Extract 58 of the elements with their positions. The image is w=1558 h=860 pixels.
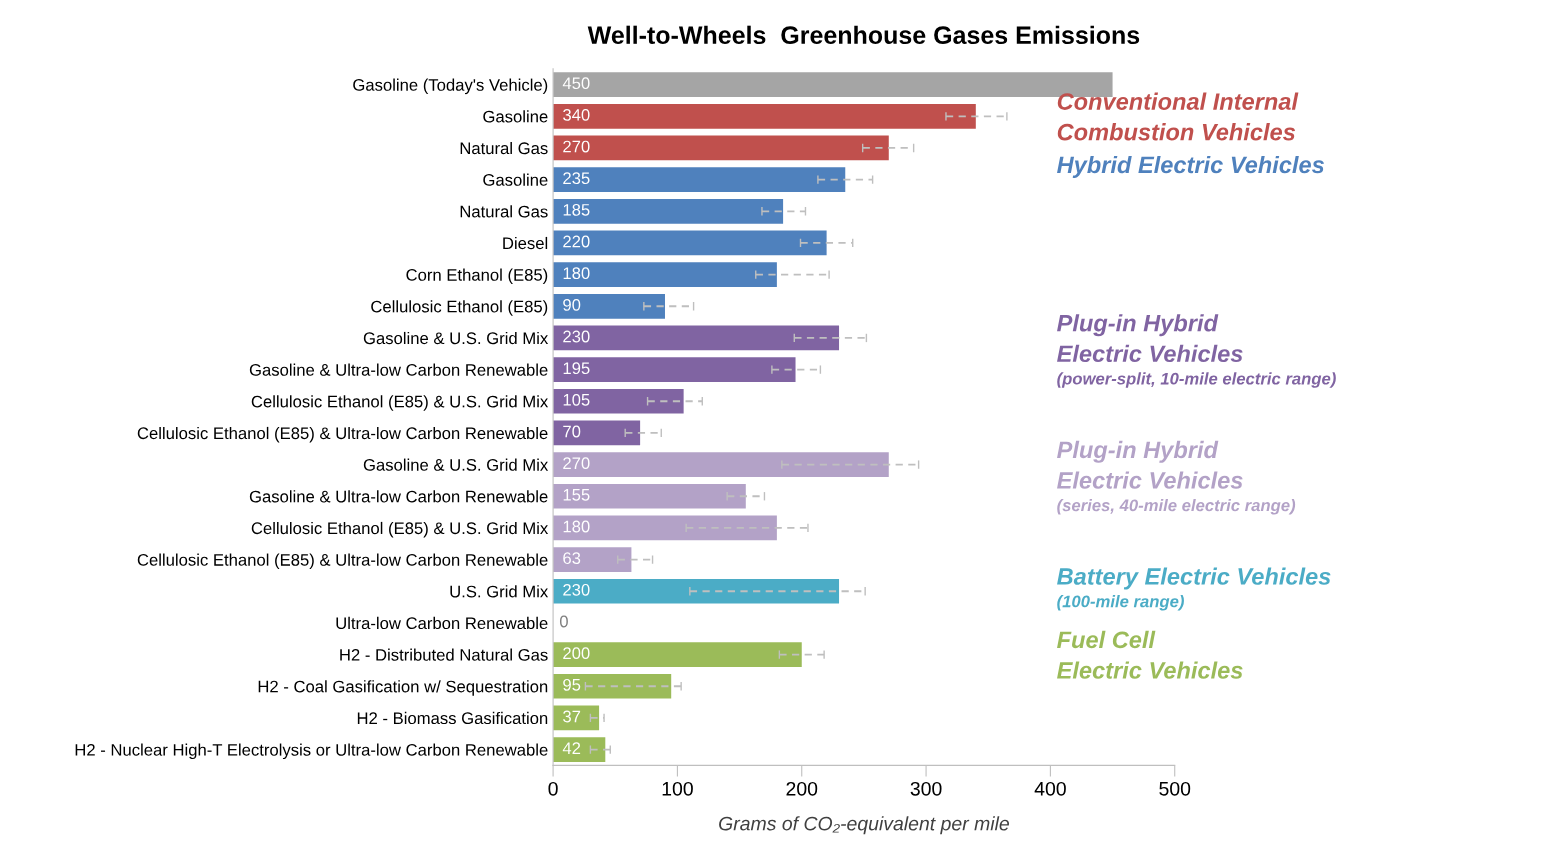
y-tick-label: Gasoline	[483, 110, 548, 123]
data-label: 195	[563, 362, 590, 375]
data-label: 90	[563, 298, 581, 311]
data-label: 70	[563, 425, 581, 438]
x-tick-label: 300	[910, 781, 942, 796]
data-label: 340	[563, 108, 590, 121]
text: Fuel Cell Electric Vehicles	[1057, 630, 1243, 679]
y-tick-label: Ultra-low Carbon Renewable	[336, 616, 548, 630]
data-label: 180	[563, 267, 590, 280]
x-axis-title: Grams of CO₂-equivalent per mile	[719, 816, 1010, 835]
data-label: 180	[563, 520, 590, 533]
data-label: 230	[563, 330, 590, 343]
data-label: 63	[563, 552, 581, 565]
y-tick-label: Cellulosic Ethanol (E85) & U.S. Grid Mix	[251, 521, 549, 538]
y-tick-label: Cellulosic Ethanol (E85)	[371, 300, 548, 316]
x-tick-label: 0	[548, 781, 558, 796]
text: Conventional Internal Combustion Vehicles	[1057, 92, 1299, 141]
data-label: 200	[563, 647, 590, 660]
y-tick-label: H2 - Biomass Gasification	[357, 711, 548, 725]
data-label: 235	[563, 172, 590, 185]
data-label: 37	[563, 710, 581, 723]
y-tick-label: Corn Ethanol (E85)	[406, 268, 548, 285]
data-label: 450	[562, 77, 590, 90]
data-label: 155	[563, 489, 590, 501]
text: Hybrid Electric Vehicles	[1057, 155, 1324, 178]
text: Plug-in Hybrid Electric Vehicles (series, 40-mile electric range)	[1057, 440, 1296, 515]
y-tick-label: Gasoline & U.S. Grid Mix	[363, 458, 549, 471]
x-tick-label: 200	[786, 781, 818, 796]
chart-title: Well-to-Wheels Greenhouse Gases Emissions	[587, 25, 1140, 45]
y-tick-label: Gasoline	[483, 173, 548, 186]
y-tick-label: H2 - Distributed Natural Gas	[340, 648, 548, 661]
x-tick-label: 500	[1159, 781, 1191, 796]
data-label: 105	[563, 393, 590, 406]
y-tick-label: Cellulosic Ethanol (E85) & Ultra-low Carbon Renewable	[137, 553, 548, 570]
y-tick-label: Gasoline & Ultra-low Carbon Renewable	[249, 490, 548, 503]
y-tick-label: Cellulosic Ethanol (E85) & U.S. Grid Mix	[251, 395, 549, 411]
text: Battery Electric Vehicles (100-mile range)	[1057, 567, 1331, 611]
y-tick-label: Natural Gas	[460, 141, 548, 155]
y-tick-label: Gasoline & U.S. Grid Mix	[363, 331, 549, 345]
data-label: 95	[563, 678, 581, 691]
y-tick-label: Natural Gas	[460, 205, 548, 218]
data-label: 220	[563, 235, 590, 248]
y-tick-label: Cellulosic Ethanol (E85) & Ultra-low Carbon Renewable	[137, 426, 548, 443]
y-tick-label: U.S. Grid Mix	[450, 585, 549, 598]
y-tick-label: Gasoline & Ultra-low Carbon Renewable	[249, 363, 548, 376]
y-tick-label: H2 - Nuclear High-T Electrolysis or Ultra-low Carbon Renewable	[75, 743, 548, 760]
data-label: 0	[559, 615, 568, 628]
y-tick-label: Gasoline (Today's Vehicle)	[353, 78, 548, 95]
data-label: 270	[563, 457, 590, 470]
data-label: 185	[563, 203, 590, 216]
data-label: 270	[563, 140, 590, 153]
x-tick-label: 100	[662, 781, 693, 796]
x-tick-label: 400	[1034, 781, 1066, 796]
y-tick-label: H2 - Coal Gasification w/ Sequestration	[258, 680, 548, 696]
data-label: 42	[562, 742, 581, 754]
text: Plug-in Hybrid Electric Vehicles (power-split, 10-mile electric range)	[1057, 314, 1336, 388]
data-label: 230	[563, 583, 590, 596]
y-tick-label: Diesel	[503, 236, 548, 250]
